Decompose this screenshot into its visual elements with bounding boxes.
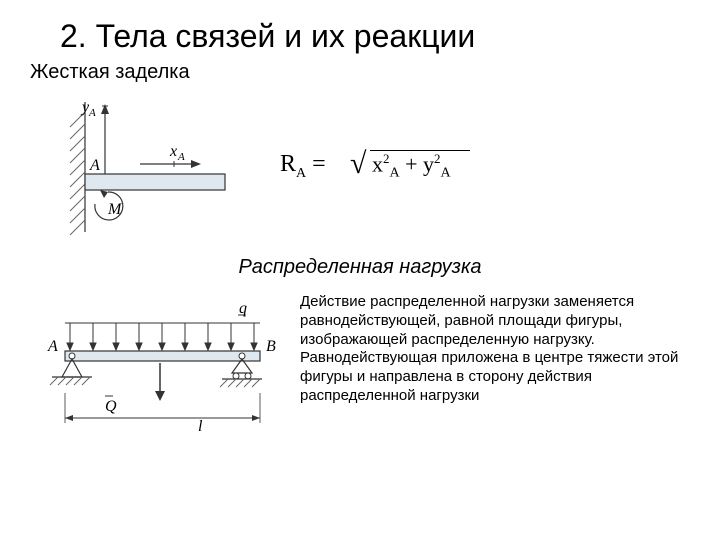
body-text: Действие распределенной нагрузки заменяе… (300, 293, 690, 406)
label-xA: x (169, 143, 177, 160)
svg-text:A: A (177, 151, 185, 163)
label-B: B (266, 338, 276, 355)
subtitle-distributed-load: Распределенная нагрузка (0, 242, 720, 285)
formula-reaction-magnitude: RA = √ x2A + y2A (280, 147, 490, 187)
diagram-distributed-load: q A B Q l (30, 293, 280, 443)
label-A2: A (47, 338, 58, 355)
diagram-fixed-support: y A x A A M (30, 92, 250, 242)
label-M: M (107, 201, 123, 218)
row-diagram1-formula: y A x A A M RA = √ x2A + y2A (0, 84, 720, 242)
label-l: l (198, 418, 203, 435)
label-q: q (239, 300, 247, 317)
svg-text:A: A (88, 107, 96, 119)
label-A1: A (89, 157, 100, 174)
row-diagram2-text: q A B Q l Действ (0, 285, 720, 443)
page-title: 2. Тела связей и их реакции (0, 0, 720, 55)
subtitle-rigid-fixing: Жесткая заделка (0, 55, 720, 84)
label-Q: Q (105, 398, 117, 415)
